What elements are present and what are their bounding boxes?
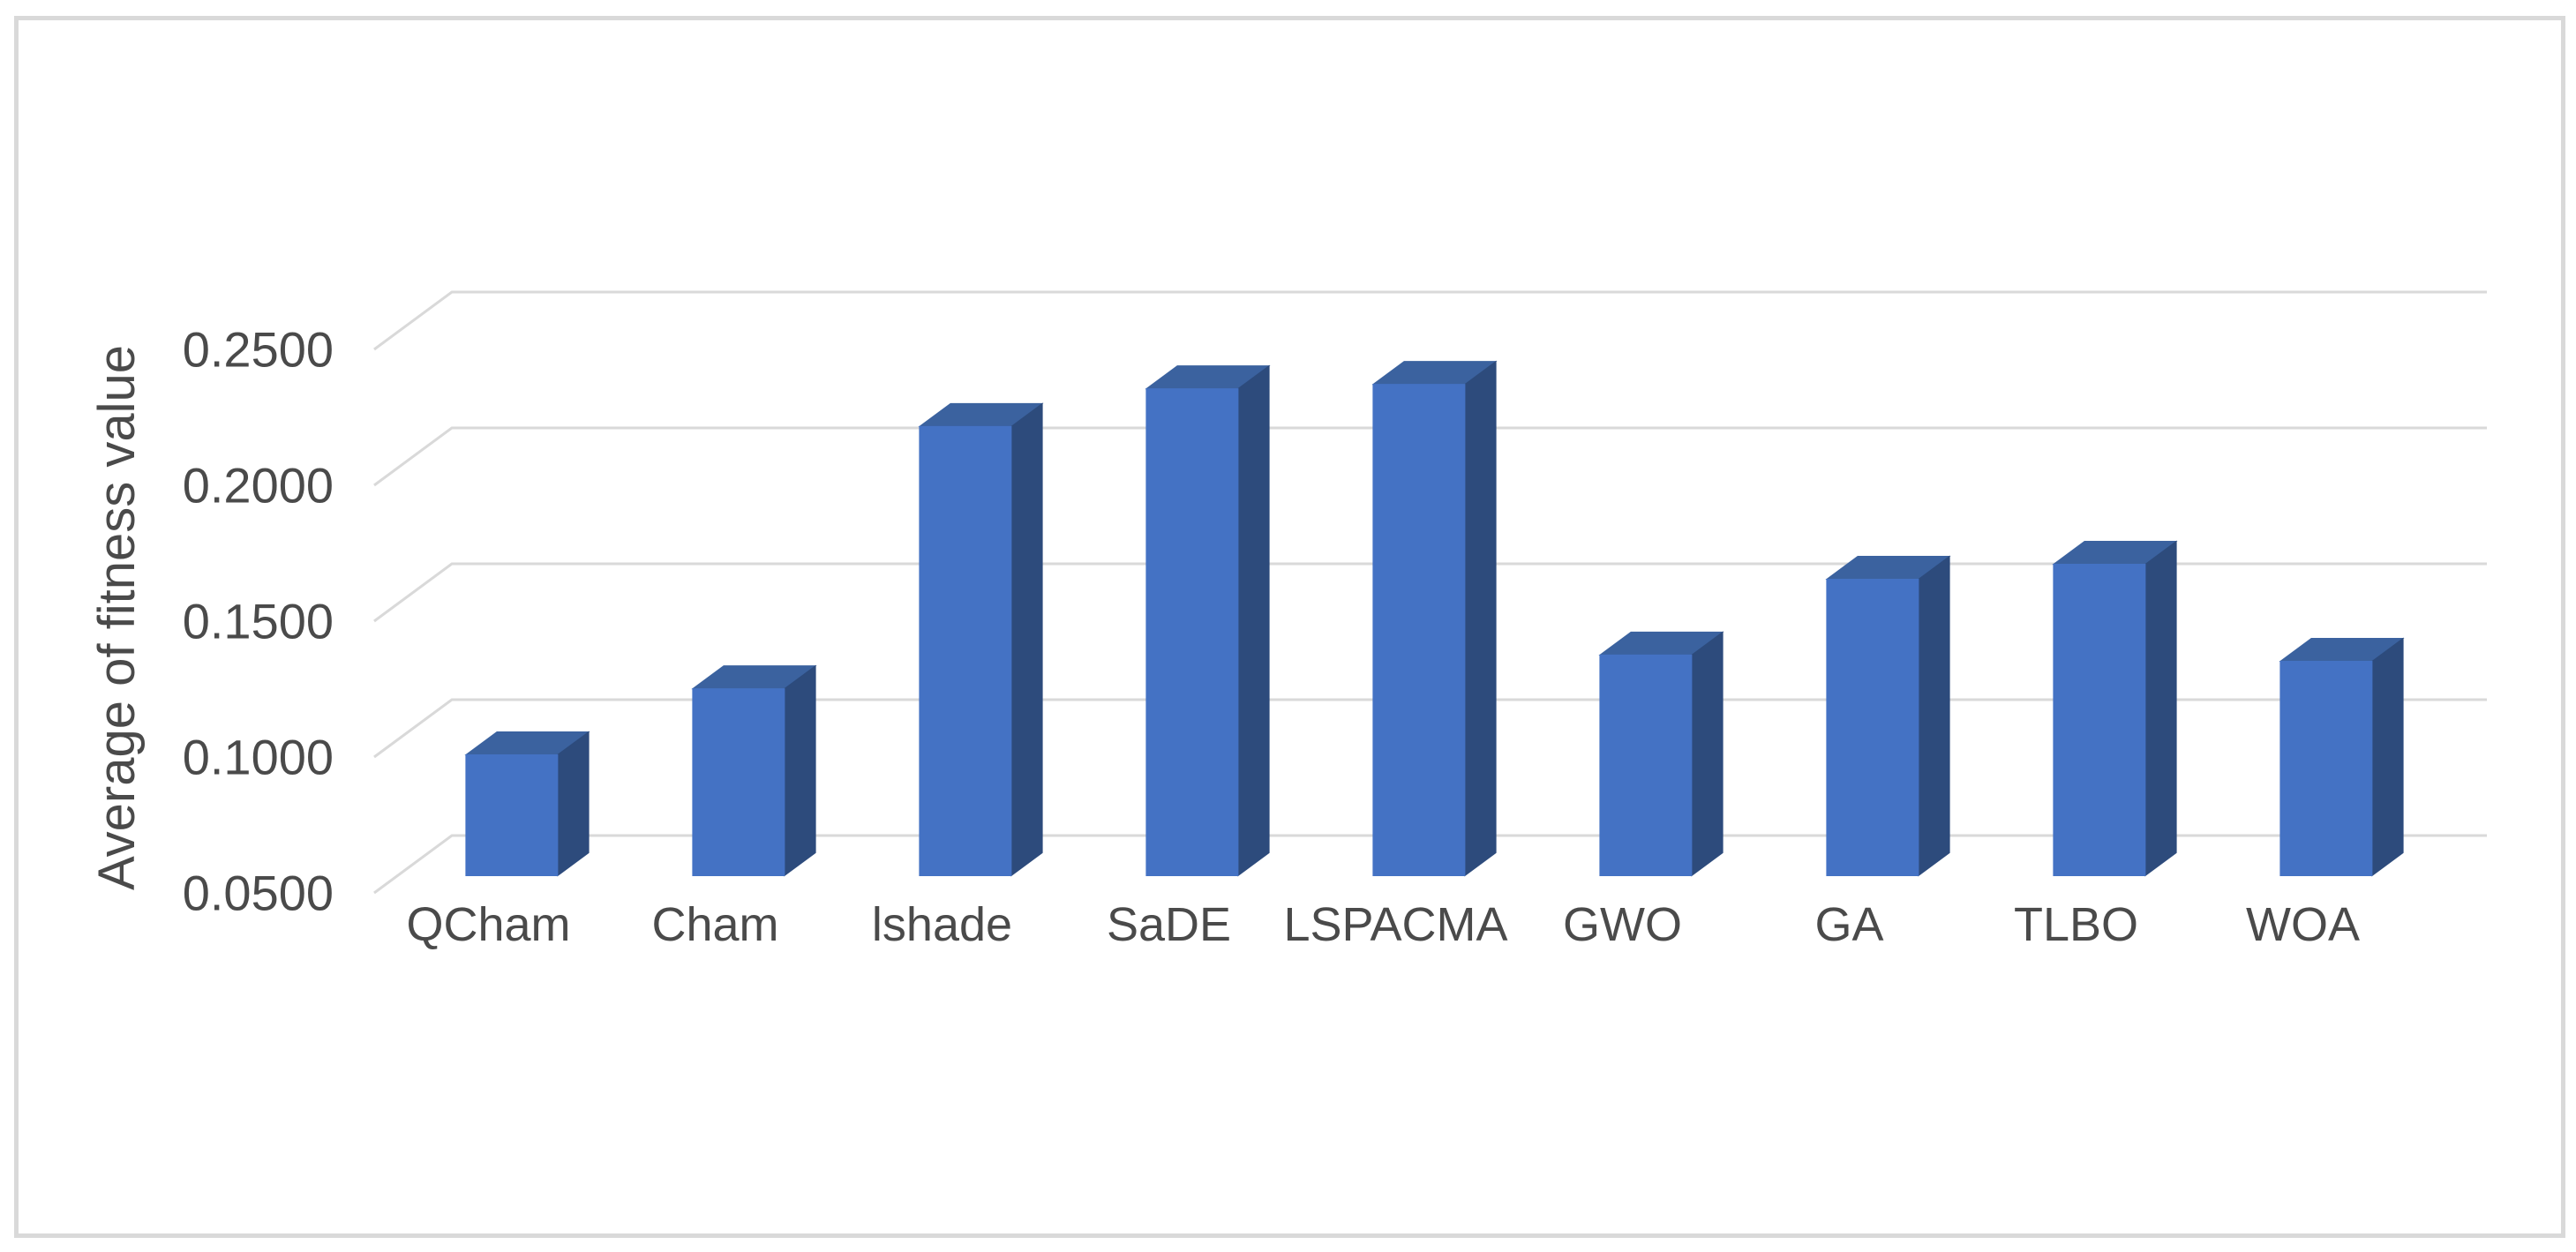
x-category-label: TLBO bbox=[2014, 898, 2138, 951]
bar-lshade bbox=[918, 402, 1044, 877]
bar-side-face bbox=[1237, 364, 1270, 877]
x-category-label: WOA bbox=[2246, 898, 2360, 951]
bar-lspacma bbox=[1371, 360, 1498, 877]
x-category-label: SaDE bbox=[1107, 898, 1231, 951]
bar-woa bbox=[2279, 637, 2405, 877]
x-category-label: GA bbox=[1814, 898, 1883, 951]
bar-side-face bbox=[2371, 637, 2404, 877]
gridlines bbox=[373, 290, 2487, 895]
bar-tlbo bbox=[2052, 540, 2178, 877]
bar-front-face bbox=[2279, 660, 2373, 876]
y-tick-label: 0.1000 bbox=[183, 730, 334, 785]
bar-side-face bbox=[1918, 555, 1950, 877]
x-category-label: GWO bbox=[1563, 898, 1682, 951]
bar-front-face bbox=[2053, 564, 2146, 876]
y-tick-label: 0.2000 bbox=[183, 458, 334, 514]
x-axis-category-labels: QCham Cham lshade SaDE LSPACMA GWO GA TLBO WOA bbox=[406, 898, 2360, 951]
y-axis-title: Average of fitness value bbox=[88, 345, 146, 890]
y-tick-label: 0.0500 bbox=[183, 866, 334, 921]
y-axis-tick-labels: 0.0500 0.1000 0.1500 0.2000 0.2500 bbox=[183, 322, 334, 921]
bar-front-face bbox=[1826, 578, 1919, 876]
bar-front-face bbox=[1599, 654, 1693, 876]
y-tick-label: 0.1500 bbox=[183, 594, 334, 649]
bars bbox=[464, 360, 2405, 877]
bar-front-face bbox=[919, 425, 1012, 876]
bar-front-face bbox=[1145, 388, 1239, 876]
bar-side-face bbox=[1691, 631, 1724, 877]
bar-cham bbox=[691, 664, 817, 877]
bar-side-face bbox=[1464, 360, 1497, 877]
gridline bbox=[373, 290, 2487, 351]
y-tick-label: 0.2500 bbox=[183, 322, 334, 378]
bar-front-face bbox=[1372, 384, 1466, 876]
gridline bbox=[373, 834, 2487, 895]
gridline bbox=[373, 562, 2487, 623]
bar-gwo bbox=[1598, 631, 1724, 877]
bar-front-face bbox=[692, 688, 785, 876]
gridline bbox=[373, 426, 2487, 487]
bar-qcham bbox=[464, 731, 590, 877]
bar-sade bbox=[1145, 364, 1271, 877]
bar-front-face bbox=[465, 753, 559, 876]
bar-ga bbox=[1825, 555, 1951, 877]
x-category-label: lshade bbox=[872, 898, 1012, 951]
bar-side-face bbox=[2144, 540, 2177, 877]
gridline bbox=[373, 698, 2487, 759]
x-category-label: QCham bbox=[406, 898, 570, 951]
x-category-label: LSPACMA bbox=[1283, 898, 1507, 951]
bar-side-face bbox=[784, 664, 816, 877]
x-category-label: Cham bbox=[651, 898, 778, 951]
bar-side-face bbox=[1010, 402, 1043, 877]
bar-side-face bbox=[557, 731, 590, 877]
